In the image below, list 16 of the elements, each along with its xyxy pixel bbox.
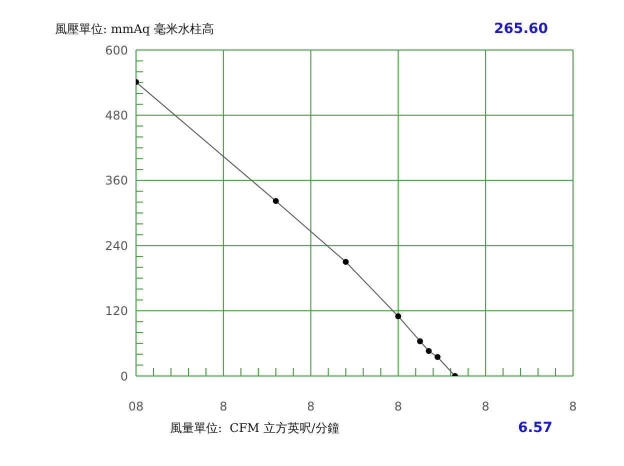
x-tick-label: 8 (482, 400, 490, 414)
y-axis-title: 風壓單位: mmAq 毫米水柱高 (55, 21, 214, 38)
y-tick-label: 240 (105, 238, 128, 253)
y-tick-label: 120 (105, 304, 128, 318)
x-tick-label: 8 (306, 400, 315, 414)
x-tick-label: 8 (220, 400, 228, 414)
x-tick-label: 8 (569, 400, 577, 414)
x-tick-label: 8 (394, 400, 402, 414)
x-axis-title: 風量單位: CFM 立方英呎/分鐘 (170, 420, 340, 437)
y-tick-label: 360 (105, 174, 128, 188)
y-tick-label: 600 (105, 43, 128, 58)
y-tick-label: 0 (120, 369, 128, 384)
y-tick-label: 480 (105, 108, 128, 122)
x-tick-label: 08 (128, 400, 144, 414)
text: 265.60 (494, 21, 548, 37)
text: 6.57 (518, 420, 553, 436)
